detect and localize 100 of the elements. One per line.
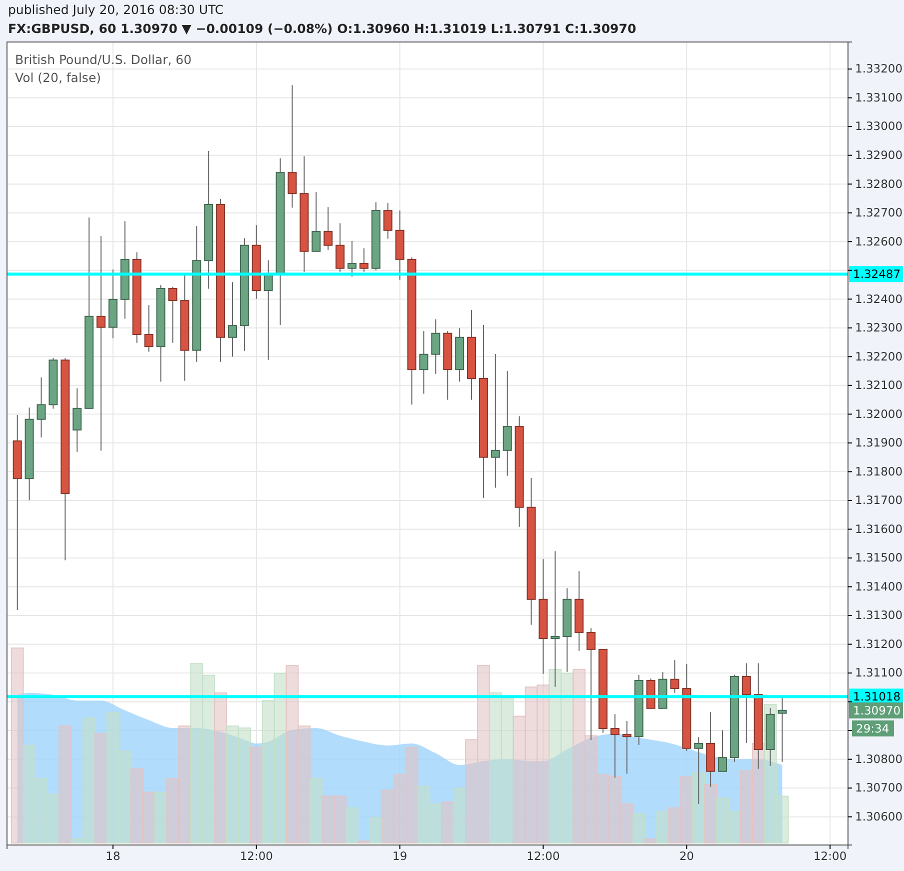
candlestick <box>502 370 512 476</box>
text: 29:34 <box>856 721 890 736</box>
x-tick-label: 12:00 <box>813 849 847 864</box>
candlestick <box>359 248 368 272</box>
bar <box>34 778 48 844</box>
bar <box>94 733 108 844</box>
bar <box>298 726 311 844</box>
candlestick <box>168 286 178 344</box>
y-tick-label: 1.30600 <box>855 809 903 824</box>
bar <box>250 746 263 844</box>
candlestick <box>586 628 596 741</box>
y-tick-label: 1.32700 <box>855 206 903 220</box>
chart-title: FX:GBPUSD, 60 1.30970 ▼ −0.00109 (−0.08%) O:1.30960 H:1.31019 L:1.30791 C:1.30970 <box>8 21 636 36</box>
bar <box>393 774 406 844</box>
candlestick <box>610 714 620 778</box>
y-tick-label: 1.32900 <box>855 148 903 162</box>
bar <box>381 790 394 844</box>
bar <box>22 745 36 844</box>
x-tick-label: 12:00 <box>240 849 273 864</box>
bar <box>262 700 275 844</box>
candlestick <box>228 282 237 358</box>
y-tick-label: 1.30700 <box>855 780 903 795</box>
bar <box>322 796 335 844</box>
y-tick-label: 1.31500 <box>855 550 903 565</box>
bar <box>608 776 622 844</box>
bar <box>130 768 144 844</box>
bar <box>214 692 228 844</box>
candlestick <box>550 550 560 688</box>
bar <box>465 739 478 844</box>
bar <box>334 796 347 844</box>
x-tick-label: 12:00 <box>526 849 560 864</box>
bar <box>632 813 646 844</box>
y-tick-label: 1.31600 <box>855 522 903 536</box>
candlestick <box>778 696 787 762</box>
candlestick <box>36 376 46 438</box>
bar <box>429 804 442 844</box>
candlestick <box>419 330 428 394</box>
bar <box>202 674 216 844</box>
bar <box>512 716 526 844</box>
bar <box>728 811 741 844</box>
y-tick-label: 1.31900 <box>855 436 903 450</box>
x-tick-label: 18 <box>106 849 120 864</box>
bar <box>620 804 634 844</box>
bar <box>500 698 514 844</box>
y-tick-label: 1.31100 <box>855 666 903 680</box>
candlestick <box>312 192 321 252</box>
candlestick <box>324 206 333 250</box>
y-tick-label: 1.31300 <box>855 608 903 622</box>
bar <box>346 807 358 844</box>
candlestick <box>742 662 751 744</box>
bar <box>644 838 658 844</box>
bar <box>154 792 168 844</box>
bar <box>274 672 287 844</box>
chart-title: Vol (20, false) <box>15 70 102 85</box>
bar <box>190 663 204 844</box>
candlestick <box>718 730 728 772</box>
bar <box>58 726 72 844</box>
y-tick-label: 1.33000 <box>855 119 903 134</box>
bar <box>524 686 538 844</box>
bar <box>70 838 84 844</box>
y-tick-label: 1.33100 <box>855 90 903 104</box>
bar <box>405 746 418 844</box>
bar <box>716 798 729 844</box>
bar <box>106 712 120 844</box>
bar <box>369 817 382 844</box>
candlestick <box>622 720 632 774</box>
ref-line-label: 1.31018 <box>853 690 901 704</box>
candlestick <box>336 222 345 272</box>
candlestick <box>96 236 106 452</box>
y-tick-label: 1.33200 <box>855 62 903 76</box>
ref-line-label: 1.32487 <box>853 267 901 282</box>
y-tick-label: 1.31200 <box>855 636 903 651</box>
x-tick-label: 20 <box>679 849 694 864</box>
bar <box>488 692 502 844</box>
bar <box>584 735 598 844</box>
bar <box>286 665 299 844</box>
candlestick <box>144 304 154 352</box>
bar <box>596 774 610 844</box>
bar <box>142 792 156 844</box>
y-tick-label: 1.32200 <box>855 349 903 364</box>
y-tick-label: 1.32100 <box>855 378 903 392</box>
y-tick-label: 1.32000 <box>855 406 903 421</box>
y-tick-label: 1.31800 <box>855 464 903 478</box>
bar <box>10 648 24 844</box>
x-tick-label: 19 <box>392 849 408 864</box>
bar <box>238 727 251 844</box>
y-tick-label: 1.32800 <box>855 176 903 191</box>
y-tick-label: 1.32300 <box>855 320 903 335</box>
bar <box>548 668 562 844</box>
bar <box>740 770 753 844</box>
bar <box>560 672 574 844</box>
candlestick <box>348 240 357 278</box>
candlestick <box>431 318 440 374</box>
bar <box>668 807 682 844</box>
candlestick <box>72 388 82 452</box>
candlestick <box>490 354 500 488</box>
bar <box>704 784 718 844</box>
candlestick <box>670 660 680 694</box>
bar <box>441 802 454 844</box>
y-tick-label: 1.32600 <box>855 234 903 248</box>
